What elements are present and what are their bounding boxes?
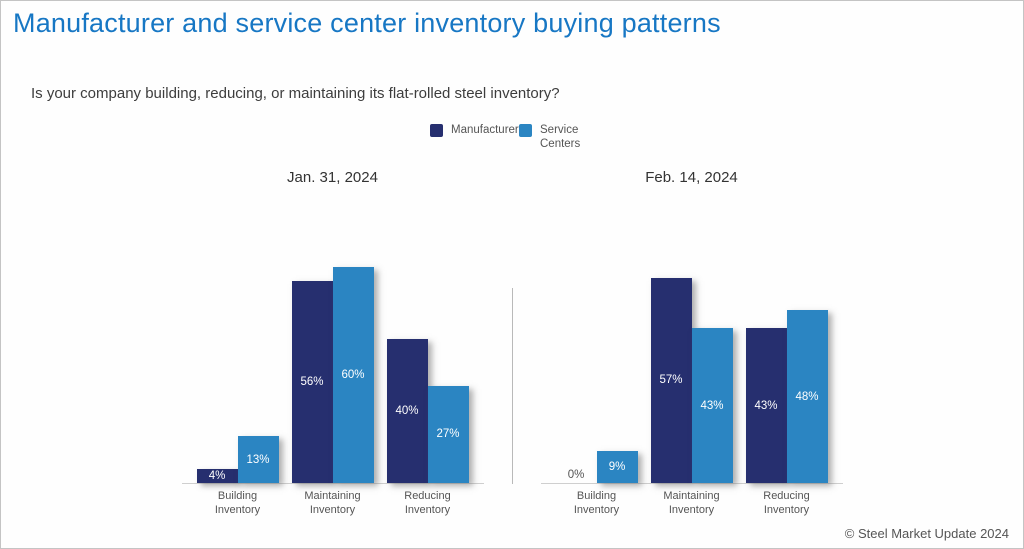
- bar-value-label: 56%: [300, 376, 324, 389]
- chart-feb-14-2024: Feb. 14, 2024 0% 9% 57% 43% 43% 48% Building In…: [540, 169, 843, 518]
- category-label: Reducing Inventory: [387, 490, 469, 518]
- chart-title: Jan. 31, 2024: [287, 169, 378, 186]
- bar-value-label: 43%: [754, 399, 778, 412]
- bar-value-label: 60%: [341, 369, 365, 381]
- bar-value-label: 9%: [608, 460, 626, 473]
- bar-service-centers: 9%: [596, 450, 638, 483]
- bar-group: 56% 60%: [291, 267, 374, 483]
- legend-label: Service Centers: [540, 124, 581, 151]
- category-label: Building Inventory: [197, 490, 279, 518]
- bar-group: 40% 27%: [386, 339, 469, 483]
- category-labels: Building Inventory Maintaining Inventory R…: [182, 490, 484, 518]
- category-label-text: Maintaining Inventory: [663, 490, 720, 516]
- bar-value-label: 43%: [700, 399, 724, 412]
- bar-manufacturers: 40%: [386, 339, 428, 483]
- bar-service-centers: 43%: [691, 328, 733, 483]
- page-title: Manufacturer and service center inventor…: [13, 8, 721, 38]
- chart-title: Feb. 14, 2024: [645, 169, 738, 186]
- legend-label: Manufacturers: [451, 124, 525, 136]
- bar-value-label: 13%: [246, 453, 270, 466]
- legend-swatch: [519, 124, 532, 137]
- bar-manufacturers: 57%: [650, 277, 692, 483]
- legend-item: Service Centers: [519, 123, 594, 152]
- category-label: Maintaining Inventory: [292, 490, 374, 518]
- category-label-text: Maintaining Inventory: [304, 490, 361, 516]
- charts-row: Jan. 31, 2024 4% 13% 56% 60% 40% 27% Building I…: [1, 169, 1023, 518]
- bar-value-label: 0%: [567, 469, 585, 481]
- bar-service-centers: 13%: [237, 436, 279, 483]
- category-label: Reducing Inventory: [746, 490, 828, 518]
- legend-item: Manufacturers: [430, 123, 525, 137]
- bar-value-label: 40%: [395, 405, 419, 417]
- bar-manufacturers: 4%: [196, 468, 238, 483]
- bar-group: 4% 13%: [196, 436, 279, 483]
- chart-plot: 0% 9% 57% 43% 43% 48%: [540, 191, 843, 484]
- bar-group: 57% 43%: [650, 277, 733, 483]
- category-labels: Building Inventory Maintaining Inventory R…: [541, 490, 843, 518]
- category-label: Building Inventory: [556, 490, 638, 518]
- chart-divider: [511, 287, 513, 484]
- category-label-text: Building Inventory: [214, 490, 261, 516]
- bar-value-label: 27%: [436, 428, 460, 441]
- bar-value-label: 48%: [795, 390, 819, 403]
- bar-value-label: 4%: [208, 469, 226, 482]
- chart-jan-31-2024: Jan. 31, 2024 4% 13% 56% 60% 40% 27% Building I…: [181, 169, 484, 518]
- category-label-text: Reducing Inventory: [404, 490, 451, 516]
- bar-service-centers: 60%: [332, 267, 374, 483]
- bar-service-centers: 48%: [786, 310, 828, 483]
- bar-group: 43% 48%: [745, 310, 828, 483]
- copyright: © Steel Market Update 2024: [844, 526, 1009, 541]
- category-label: Maintaining Inventory: [651, 490, 733, 518]
- category-label-text: Reducing Inventory: [763, 490, 810, 516]
- chart-plot: 4% 13% 56% 60% 40% 27%: [181, 191, 484, 484]
- bar-service-centers: 27%: [427, 385, 469, 483]
- category-label-text: Building Inventory: [573, 490, 620, 516]
- legend-swatch: [430, 124, 443, 137]
- bar-manufacturers: 43%: [745, 328, 787, 483]
- survey-question: Is your company building, reducing, or m…: [31, 85, 560, 102]
- bar-manufacturers: 56%: [291, 281, 333, 483]
- bar-value-label: 57%: [659, 374, 683, 387]
- legend: Manufacturers Service Centers: [1, 123, 1023, 152]
- bar-group: 0% 9%: [556, 450, 638, 483]
